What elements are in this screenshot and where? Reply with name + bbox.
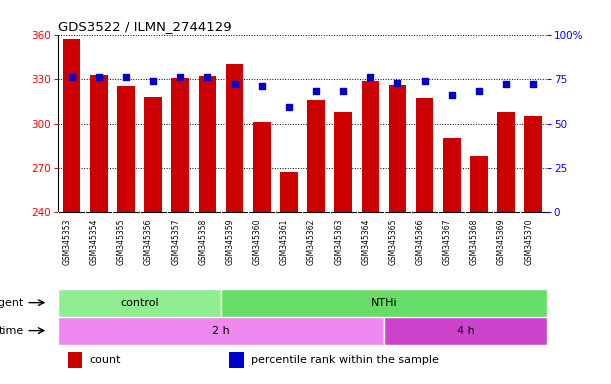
Point: [257, 83, 266, 89]
Bar: [58, 317, 384, 344]
Text: GSM345356: GSM345356: [144, 218, 153, 265]
Point: [474, 88, 484, 94]
Text: percentile rank within the sample: percentile rank within the sample: [251, 354, 439, 364]
Bar: [443, 138, 461, 212]
Text: GSM345360: GSM345360: [253, 218, 262, 265]
Bar: [307, 100, 325, 212]
Text: GSM345366: GSM345366: [415, 218, 425, 265]
Text: GSM345370: GSM345370: [524, 218, 533, 265]
Bar: [253, 122, 271, 212]
Text: GSM345361: GSM345361: [280, 218, 289, 265]
Text: GSM345363: GSM345363: [334, 218, 343, 265]
Text: GSM345358: GSM345358: [199, 218, 207, 265]
Point: [148, 78, 158, 84]
Point: [501, 81, 511, 88]
Text: GSM345357: GSM345357: [171, 218, 180, 265]
Bar: [384, 317, 547, 344]
Point: [67, 74, 76, 80]
Text: count: count: [90, 354, 122, 364]
Text: GSM345359: GSM345359: [225, 218, 235, 265]
Bar: [497, 112, 515, 212]
Bar: [229, 352, 244, 368]
Text: GSM345365: GSM345365: [389, 218, 398, 265]
Point: [420, 78, 430, 84]
Text: GSM345367: GSM345367: [443, 218, 452, 265]
Bar: [117, 86, 135, 212]
Text: time: time: [0, 326, 24, 336]
Bar: [58, 289, 221, 317]
Text: agent: agent: [0, 298, 24, 308]
Text: NTHi: NTHi: [371, 298, 397, 308]
Bar: [470, 156, 488, 212]
Point: [393, 79, 403, 86]
Point: [175, 74, 185, 80]
Text: GDS3522 / ILMN_2744129: GDS3522 / ILMN_2744129: [58, 20, 232, 33]
Bar: [416, 98, 433, 212]
Point: [311, 88, 321, 94]
Bar: [172, 78, 189, 212]
Bar: [389, 85, 406, 212]
Point: [365, 74, 375, 80]
Bar: [68, 352, 82, 368]
Text: GSM345364: GSM345364: [361, 218, 370, 265]
Text: GSM345353: GSM345353: [62, 218, 71, 265]
Point: [121, 74, 131, 80]
Text: 2 h: 2 h: [212, 326, 230, 336]
Text: GSM345362: GSM345362: [307, 218, 316, 265]
Bar: [199, 76, 216, 212]
Bar: [225, 64, 243, 212]
Point: [529, 81, 538, 88]
Text: GSM345355: GSM345355: [117, 218, 126, 265]
Text: GSM345369: GSM345369: [497, 218, 506, 265]
Point: [94, 74, 104, 80]
Bar: [362, 81, 379, 212]
Point: [338, 88, 348, 94]
Point: [447, 92, 456, 98]
Text: 4 h: 4 h: [456, 326, 474, 336]
Bar: [280, 172, 298, 212]
Point: [202, 74, 212, 80]
Text: control: control: [120, 298, 159, 308]
Bar: [221, 289, 547, 317]
Bar: [63, 39, 81, 212]
Text: GSM345368: GSM345368: [470, 218, 479, 265]
Bar: [90, 74, 108, 212]
Point: [284, 104, 294, 111]
Text: GSM345354: GSM345354: [90, 218, 99, 265]
Bar: [334, 112, 352, 212]
Point: [230, 81, 240, 88]
Bar: [524, 116, 542, 212]
Bar: [144, 97, 162, 212]
